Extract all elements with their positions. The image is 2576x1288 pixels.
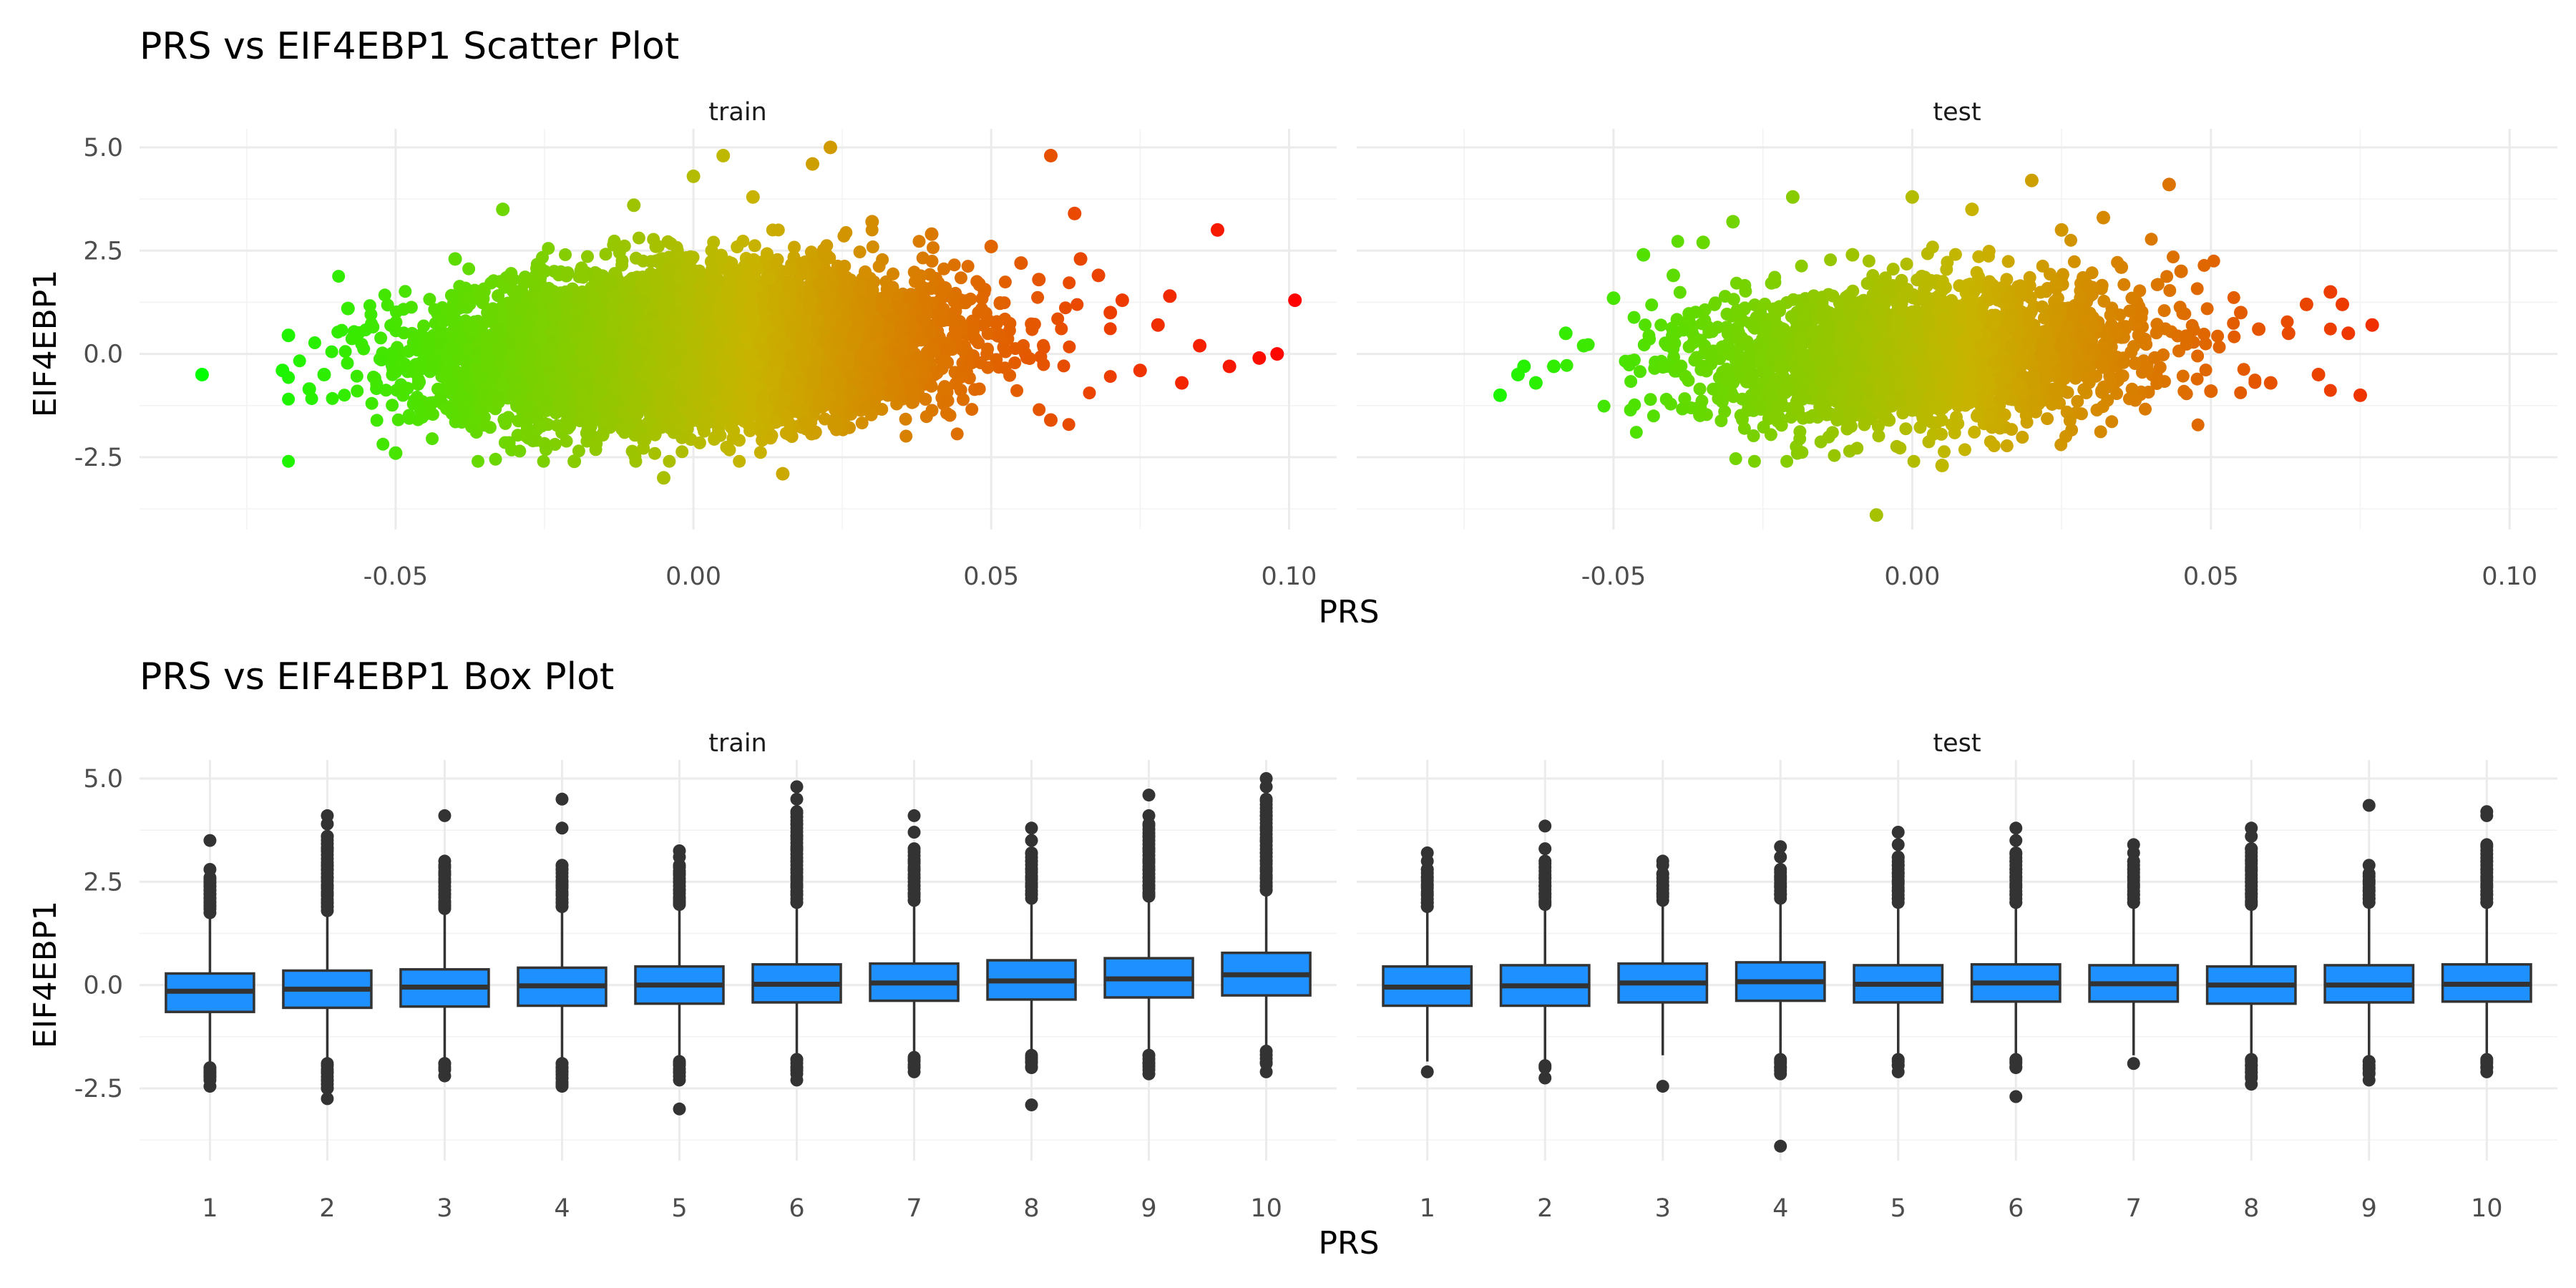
scatter-point xyxy=(345,332,358,346)
scatter-point xyxy=(1063,340,1076,353)
scatter-panel-test-strip: test xyxy=(1933,98,1981,127)
scatter-point xyxy=(462,262,476,275)
scatter-point xyxy=(912,235,926,248)
scatter-point xyxy=(417,319,431,333)
scatter-point xyxy=(386,399,399,412)
scatter-point xyxy=(748,239,761,253)
scatter-point xyxy=(990,315,1004,328)
scatter-point xyxy=(753,446,767,459)
scatter-point xyxy=(955,271,967,285)
scatter-point xyxy=(376,437,390,451)
scatter-point xyxy=(866,240,879,253)
scatter-chart: PRS vs EIF4EBP1 Scatter Plot train test … xyxy=(27,25,2557,630)
scatter-point xyxy=(308,336,321,349)
scatter-point xyxy=(693,436,706,449)
scatter-point xyxy=(351,384,364,398)
scatter-point xyxy=(559,248,572,261)
scatter-point xyxy=(381,298,394,312)
scatter-point xyxy=(1055,322,1068,336)
scatter-point xyxy=(675,445,689,459)
scatter-point xyxy=(391,413,405,426)
scatter-point xyxy=(489,452,502,466)
scatter-point xyxy=(332,270,346,283)
scatter-point xyxy=(282,392,296,406)
scatter-point xyxy=(350,369,364,383)
scatter-point xyxy=(399,285,412,298)
scatter-point xyxy=(972,382,986,396)
scatter-point xyxy=(282,454,296,468)
scatter-point xyxy=(365,396,379,410)
scatter-point xyxy=(925,255,939,268)
scatter-point xyxy=(357,342,371,356)
scatter-point xyxy=(890,397,904,411)
scatter-point xyxy=(293,354,306,368)
scatter-point xyxy=(663,454,676,468)
scatter-point xyxy=(599,248,613,261)
scatter-point xyxy=(423,293,436,306)
scatter-chart-title: PRS vs EIF4EBP1 Scatter Plot xyxy=(140,25,679,68)
scatter-point xyxy=(1063,276,1076,290)
scatter-panel-train xyxy=(140,129,1337,530)
scatter-point xyxy=(899,412,912,426)
scatter-point xyxy=(965,403,979,416)
scatter-point xyxy=(338,389,351,402)
scatter-point xyxy=(853,245,867,259)
scatter-point xyxy=(961,260,975,273)
scatter-point xyxy=(1062,418,1075,431)
scatter-point xyxy=(1008,356,1022,370)
scatter-point xyxy=(1051,312,1065,326)
scatter-point xyxy=(733,454,746,468)
scatter-point xyxy=(497,413,511,426)
scatter-point xyxy=(736,235,750,248)
scatter-point xyxy=(498,436,512,449)
scatter-point xyxy=(413,375,426,389)
scatter-point xyxy=(364,308,378,321)
scatter-point xyxy=(788,240,801,254)
scatter-panel-train-strip: train xyxy=(708,98,766,127)
scatter-point xyxy=(572,444,585,458)
scatter-point xyxy=(804,245,818,259)
scatter-point xyxy=(1031,291,1045,304)
scatter-point xyxy=(379,384,393,397)
scatter-point xyxy=(426,432,439,446)
scatter-point xyxy=(596,426,610,440)
scatter-point xyxy=(1070,298,1084,311)
scatter-point xyxy=(707,235,721,249)
scatter-point xyxy=(684,250,697,263)
scatter-point xyxy=(341,356,354,370)
scatter-point xyxy=(374,331,388,345)
scatter-train-points xyxy=(195,140,1302,485)
scatter-point xyxy=(326,391,339,405)
scatter-point xyxy=(1103,370,1117,384)
